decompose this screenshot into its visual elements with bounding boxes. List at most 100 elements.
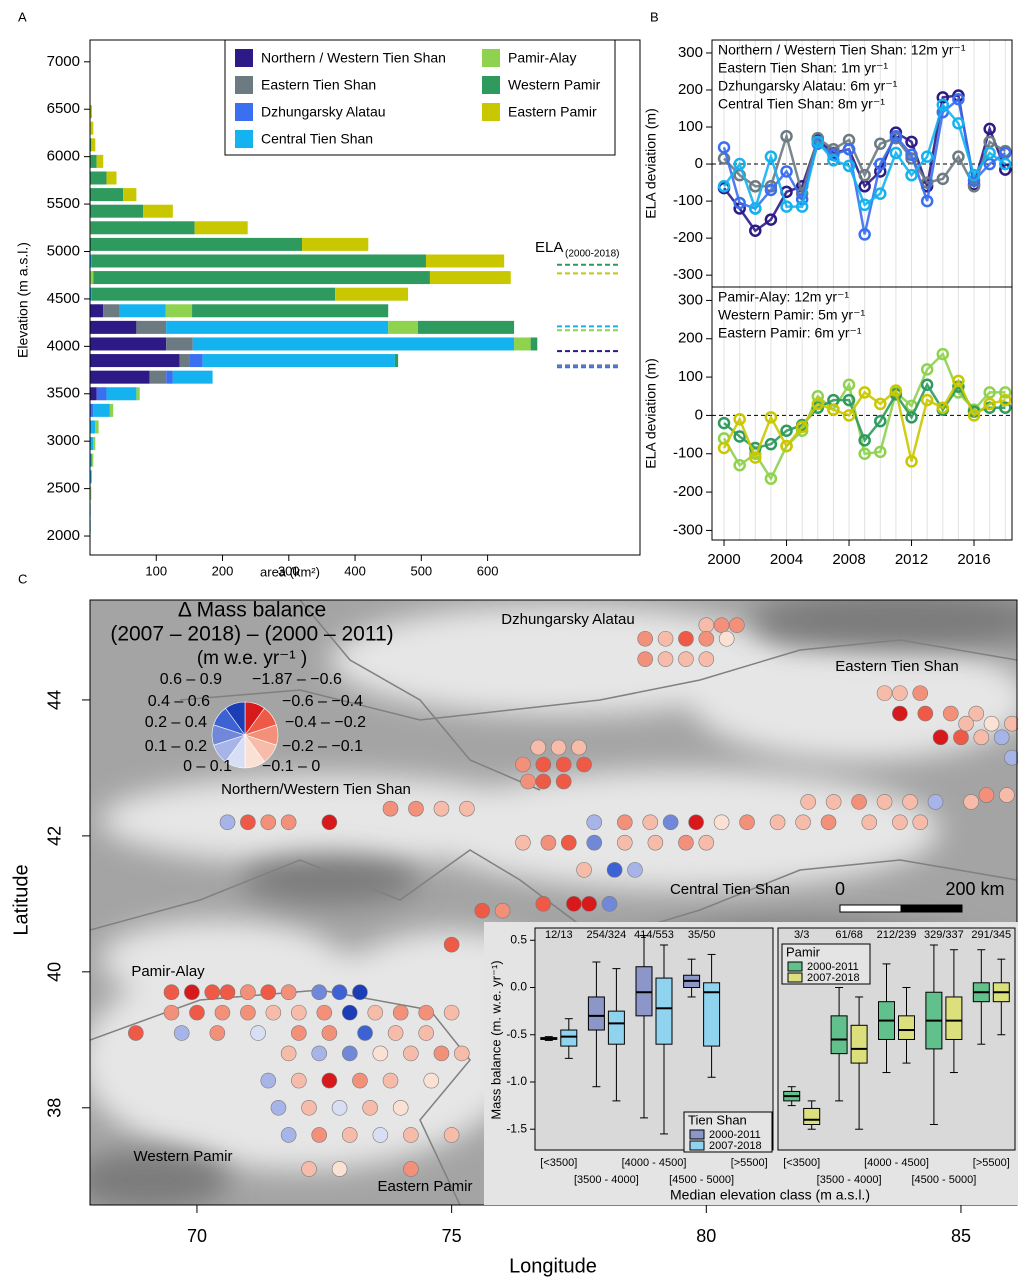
legend-label: 0.1 – 0.2 [145,738,207,755]
class-label: [4000 - 4500] [622,1157,687,1169]
legend-swatch [482,49,500,67]
y-tick-label: 4000 [47,337,80,354]
ela-label-sub: (2000-2018) [565,249,619,260]
y-tick-label: 44 [45,690,65,710]
point [983,386,996,399]
bar [90,320,137,334]
class-label: [4500 - 5000] [669,1174,734,1186]
x-tick-label: 200 [212,563,234,578]
legend-label: Northern / Western Tien Shan: 12m yr⁻¹ [718,42,966,58]
glacier-cell [800,794,816,810]
region-label: Western Pamir [134,1148,233,1165]
glacier-cell [372,1045,389,1062]
point [999,163,1012,176]
legend-label: 2000-2011 [807,961,859,973]
point [889,130,903,143]
glacier-cell [341,1127,358,1143]
glacier-cell [240,1004,256,1021]
glacier-cell [418,1004,434,1021]
glacier-cell [382,1072,399,1089]
count-label: 12/13 [545,929,573,941]
glacier-cell [408,800,424,817]
bar [90,453,92,467]
legend-label: 0.2 – 0.4 [145,714,207,731]
glacier-cell [698,630,715,647]
point [936,98,950,112]
x-tick-label: 80 [696,1226,716,1246]
point [905,168,918,182]
y-axis-title: Mass balance (m. w.e. yr⁻¹) [488,960,503,1119]
glacier-cell [163,1004,180,1021]
glacier-cell [443,936,460,953]
y-tick-label: 2000 [47,527,80,544]
point [936,172,950,186]
point [920,393,934,407]
glacier-cell [301,1161,317,1177]
bar [425,254,505,268]
point [858,434,871,447]
glacier-cell [550,739,567,756]
glacier-cell [617,834,633,851]
y-axis-title: Elevation (m a.s.l.) [15,242,31,358]
region-label: Eastern Pamir [377,1178,472,1195]
y-tick-label: 200 [678,81,703,98]
legend-swatch [235,103,253,121]
glacier-cell [983,715,1000,732]
glacier-cell [403,1161,419,1177]
point [764,472,778,485]
bar [106,171,117,185]
point [842,409,856,422]
glacier-cell [260,1072,277,1089]
bar [418,320,515,334]
bar [189,354,203,368]
legend-label: Pamir-Alay: 12m yr⁻¹ [718,289,849,305]
glacier-cell [163,984,180,1001]
y-tick-label: 40 [45,962,65,982]
glacier-cell [443,1127,460,1143]
point [889,384,903,397]
glacier-cell [362,1099,378,1116]
glacier-cell [718,630,735,647]
bar [90,105,92,119]
count-label: 414/553 [634,929,674,941]
point [811,135,825,149]
point [842,142,856,156]
y-tick-label: 0.0 [510,980,527,994]
glacier-cell [474,902,490,919]
glacier-cell [189,1004,205,1021]
bar [165,304,193,318]
glacier-cell [535,773,552,790]
point [827,154,840,167]
glacier-cell [403,1045,419,1062]
bar [388,320,419,334]
glacier-cell [892,705,908,722]
class-label: [<3500] [783,1157,820,1169]
glacier-cell [820,814,837,831]
glacier-cell [555,756,572,773]
glacier-cell [280,814,297,831]
legend-label: −0.4 – −0.2 [285,714,366,731]
legend-label: Eastern Tien Shan [261,77,376,93]
glacier-cell [825,794,842,810]
y-tick-label: 5000 [47,242,80,259]
bar [90,138,92,152]
class-label: [3500 - 4000] [817,1174,882,1186]
point [967,168,981,182]
x-axis-title: Longitude [509,1255,597,1277]
bar [90,154,97,168]
glacier-cell [902,794,918,810]
glacier-cell [1004,715,1018,732]
count-label: 212/239 [877,929,917,941]
legend-swatch [235,49,253,67]
legend-swatch [787,961,803,972]
glacier-cell [963,794,979,810]
point [874,157,887,171]
point [780,130,793,143]
x-tick-label: 100 [145,563,167,578]
glacier-cell [571,739,587,756]
y-tick-label: -300 [673,521,703,538]
legend-label: Eastern Pamir [508,104,597,120]
box [560,1029,578,1047]
bar [179,354,190,368]
glacier-cell [698,834,715,851]
